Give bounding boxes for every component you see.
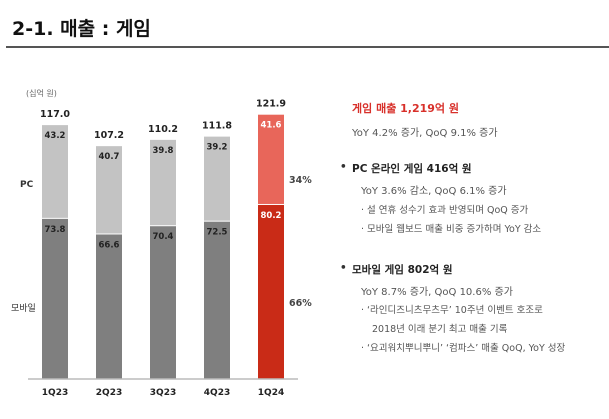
pc-title-text: PC 온라인 게임 416억 원 bbox=[352, 163, 472, 175]
mobile-point: 2018년 이래 분기 최고 매출 기록 bbox=[372, 324, 508, 335]
bar-mobile bbox=[42, 218, 68, 379]
bar-pc bbox=[204, 136, 230, 221]
bar-mobile bbox=[204, 221, 230, 379]
mobile-point: · ‘요괴워치뿌니뿌니’ ‘컴파스’ 매출 QoQ, YoY 성장 bbox=[361, 343, 566, 354]
bullet: • bbox=[340, 262, 347, 274]
bar-pc bbox=[42, 125, 68, 218]
stacked-bar-chart: 73.8 43.2 117.0 1Q23 66.6 40.7 107.2 2Q23 70.4 39… bbox=[11, 99, 312, 398]
headline-sub: YoY 4.2% 증가, QoQ 9.1% 증가 bbox=[352, 128, 498, 139]
data-label-mobile: 72.5 bbox=[207, 228, 228, 238]
legend-mobile: 모바일 bbox=[11, 303, 36, 314]
share-label-pc: 34% bbox=[289, 175, 312, 186]
total-label: 121.9 bbox=[256, 99, 286, 110]
x-tick-label: 1Q24 bbox=[258, 388, 284, 398]
data-label-pc: 40.7 bbox=[99, 152, 120, 162]
data-label-mobile: 70.4 bbox=[153, 232, 174, 242]
unit-label: (십억 원) bbox=[26, 89, 57, 98]
bar-pc bbox=[96, 146, 122, 234]
data-label-pc: 39.2 bbox=[207, 143, 228, 153]
mobile-title-text: 모바일 게임 802억 원 bbox=[352, 264, 453, 276]
data-label-pc: 41.6 bbox=[261, 121, 282, 131]
data-label-mobile: 80.2 bbox=[261, 211, 282, 221]
bar-mobile bbox=[258, 204, 284, 379]
total-label: 117.0 bbox=[40, 109, 70, 120]
pc-point: · 모바일 웹보드 매출 비중 증가하며 YoY 감소 bbox=[361, 224, 542, 235]
title-divider bbox=[6, 46, 609, 48]
page-title: 2-1. 매출 : 게임 bbox=[12, 18, 151, 40]
data-label-pc: 39.8 bbox=[153, 146, 174, 156]
bar-pc bbox=[150, 139, 176, 226]
legend-pc: PC bbox=[20, 180, 34, 190]
bar-mobile bbox=[96, 234, 122, 379]
pc-sub: YoY 3.6% 감소, QoQ 6.1% 증가 bbox=[361, 186, 507, 197]
x-tick-label: 4Q23 bbox=[204, 388, 230, 398]
mobile-sub: YoY 8.7% 증가, QoQ 10.6% 증가 bbox=[361, 287, 513, 298]
bar-mobile bbox=[150, 226, 176, 379]
x-tick-label: 2Q23 bbox=[96, 388, 122, 398]
data-label-mobile: 73.8 bbox=[45, 225, 66, 235]
mobile-title: • 모바일 게임 802억 원 bbox=[340, 262, 453, 277]
pc-title: • PC 온라인 게임 416억 원 bbox=[340, 161, 472, 176]
pc-point: · 설 연휴 성수기 효과 반영되며 QoQ 증가 bbox=[361, 205, 529, 216]
x-tick-label: 3Q23 bbox=[150, 388, 176, 398]
headline: 게임 매출 1,219억 원 bbox=[352, 102, 460, 115]
data-label-mobile: 66.6 bbox=[99, 240, 120, 250]
bullet: • bbox=[340, 161, 347, 173]
share-label-mobile: 66% bbox=[289, 298, 312, 309]
total-label: 107.2 bbox=[94, 130, 124, 141]
total-label: 110.2 bbox=[148, 124, 178, 135]
total-label: 111.8 bbox=[202, 121, 232, 132]
x-tick-label: 1Q23 bbox=[42, 388, 68, 398]
mobile-point: · ‘라인디즈니츠무츠무’ 10주년 이벤트 호조로 bbox=[361, 305, 543, 316]
data-label-pc: 43.2 bbox=[45, 131, 66, 141]
bar-pc bbox=[258, 114, 284, 204]
